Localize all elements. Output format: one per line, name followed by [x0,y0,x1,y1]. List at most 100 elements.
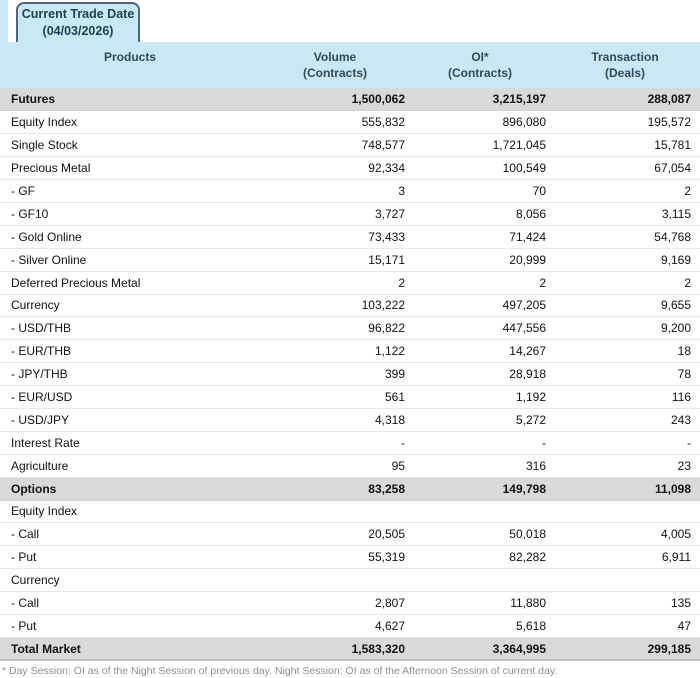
volume-cell: 95 [260,454,410,478]
oi-cell: 5,272 [410,408,550,432]
product-cell: - USD/THB [0,316,260,341]
transaction-cell: 2 [550,179,700,203]
transaction-cell: 288,087 [550,88,700,112]
product-cell: - EUR/THB [0,339,260,364]
table-row: Precious Metal 92,334 100,549 67,054 [0,156,700,181]
product-cell: Agriculture [0,454,260,478]
oi-cell: 149,798 [410,477,550,501]
oi-cell: 50,018 [410,522,550,547]
volume-cell: 20,505 [260,522,410,547]
transaction-cell: 9,655 [550,294,700,318]
product-cell: - GF [0,179,260,203]
table-row: Equity Index 555,832 896,080 195,572 [0,110,700,135]
transaction-cell: 15,781 [550,133,700,158]
transaction-cell: 54,768 [550,225,700,249]
table-row: - Put 55,319 82,282 6,911 [0,545,700,570]
product-cell: - Gold Online [0,225,260,249]
oi-cell: 316 [410,454,550,478]
product-cell: - EUR/USD [0,385,260,409]
table-row: - USD/JPY 4,318 5,272 243 [0,408,700,432]
volume-cell: 3 [260,179,410,203]
footnote: * Day Session: OI as of the Night Sessio… [2,665,558,678]
oi-cell [410,500,550,524]
volume-cell: - [260,431,410,455]
product-cell: - Call [0,522,260,547]
table-row: Futures 1,500,062 3,215,197 288,087 [0,88,700,112]
oi-cell: 82,282 [410,545,550,570]
transaction-cell: 135 [550,591,700,615]
product-cell: Interest Rate [0,431,260,455]
tab-label-line1: Current Trade Date [21,7,135,22]
product-cell: - JPY/THB [0,362,260,387]
volume-cell [260,568,410,593]
oi-cell: 11,880 [410,591,550,615]
transaction-cell: 47 [550,614,700,638]
transaction-cell: 2 [550,271,700,295]
table-row: Currency 103,222 497,205 9,655 [0,294,700,318]
oi-cell: 70 [410,179,550,203]
table-row: Options 83,258 149,798 11,098 [0,477,700,501]
oi-cell: 3,364,995 [410,637,550,662]
oi-cell: 896,080 [410,110,550,135]
table-row: - EUR/THB 1,122 14,267 18 [0,339,700,364]
table-header: Products Volume (Contracts) OI* (Contrac… [0,42,700,88]
table-row: - Call 2,807 11,880 135 [0,591,700,615]
table-row: - USD/THB 96,822 447,556 9,200 [0,316,700,341]
product-cell: Deferred Precious Metal [0,271,260,295]
market-summary-table: Products Volume (Contracts) OI* (Contrac… [0,42,700,662]
transaction-cell: 18 [550,339,700,364]
table-row: Interest Rate - - - [0,431,700,455]
oi-cell: 2 [410,271,550,295]
product-cell: - Call [0,591,260,615]
table-row: - Call 20,505 50,018 4,005 [0,522,700,547]
transaction-cell: 78 [550,362,700,387]
product-cell: Total Market [0,637,260,662]
product-cell: - Put [0,614,260,638]
volume-cell: 92,334 [260,156,410,181]
transaction-cell: 9,200 [550,316,700,341]
table-row: - Silver Online 15,171 20,999 9,169 [0,248,700,272]
column-header-volume: Volume (Contracts) [260,42,410,88]
volume-cell: 3,727 [260,202,410,226]
volume-cell [260,500,410,524]
transaction-cell: 116 [550,385,700,409]
oi-cell: - [410,431,550,455]
oi-cell: 71,424 [410,225,550,249]
column-header-transaction: Transaction (Deals) [550,42,700,88]
table-row: - Gold Online 73,433 71,424 54,768 [0,225,700,249]
product-cell: Precious Metal [0,156,260,181]
volume-cell: 15,171 [260,248,410,272]
product-cell: - Silver Online [0,248,260,272]
current-trade-date-tab[interactable]: Current Trade Date (04/03/2026) [16,2,140,42]
volume-cell: 4,318 [260,408,410,432]
transaction-cell: 195,572 [550,110,700,135]
oi-cell: 100,549 [410,156,550,181]
oi-cell [410,568,550,593]
transaction-cell: 299,185 [550,637,700,662]
volume-cell: 96,822 [260,316,410,341]
oi-cell: 3,215,197 [410,88,550,112]
transaction-cell: 6,911 [550,545,700,570]
volume-cell: 1,122 [260,339,410,364]
product-cell: Single Stock [0,133,260,158]
table-body: Futures 1,500,062 3,215,197 288,087 Equi… [0,88,700,662]
transaction-cell: 11,098 [550,477,700,501]
transaction-cell [550,568,700,593]
volume-cell: 2 [260,271,410,295]
transaction-cell: 3,115 [550,202,700,226]
volume-cell: 103,222 [260,294,410,318]
oi-cell: 447,556 [410,316,550,341]
volume-cell: 1,583,320 [260,637,410,662]
product-cell: - Put [0,545,260,570]
product-cell: - GF10 [0,202,260,226]
transaction-cell: - [550,431,700,455]
oi-cell: 497,205 [410,294,550,318]
product-cell: Equity Index [0,110,260,135]
product-cell: Futures [0,88,260,112]
volume-cell: 748,577 [260,133,410,158]
volume-cell: 399 [260,362,410,387]
column-header-products: Products [0,42,260,88]
product-cell: - USD/JPY [0,408,260,432]
product-cell: Currency [0,568,260,593]
volume-cell: 561 [260,385,410,409]
